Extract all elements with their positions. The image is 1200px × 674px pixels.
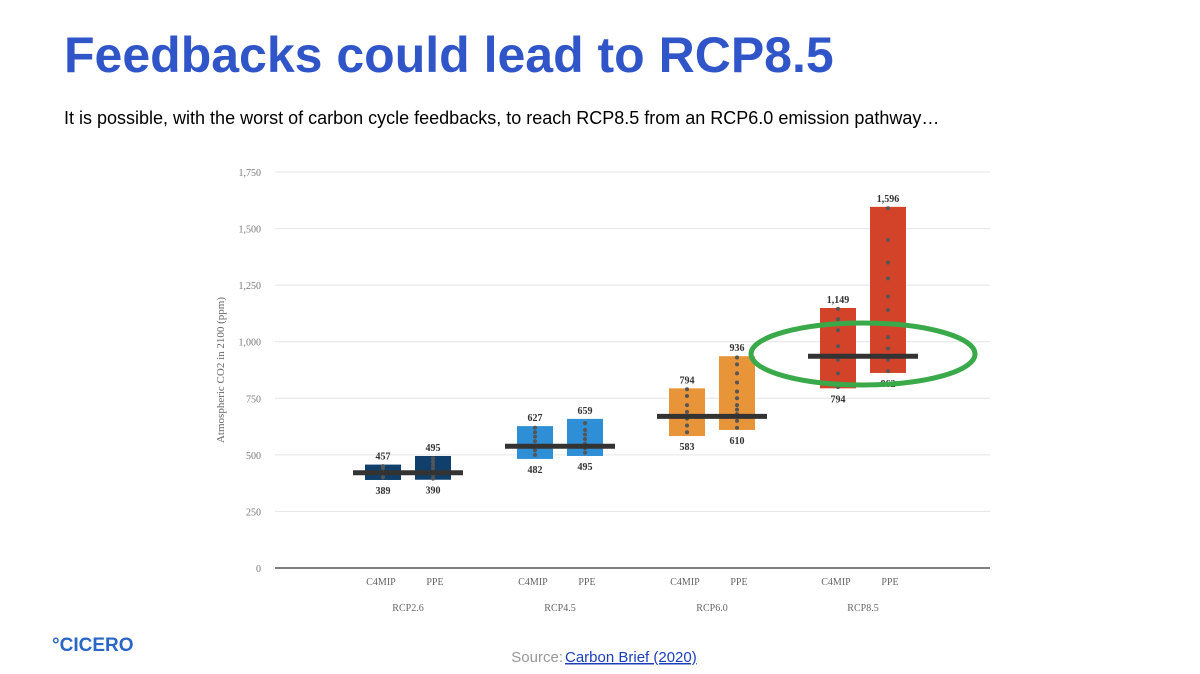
point: [533, 448, 537, 453]
x-tick-label: C4MIP: [670, 577, 700, 588]
point: [583, 437, 587, 442]
x-tick-label: PPE: [881, 577, 898, 588]
group-label: RCP2.6: [392, 603, 423, 614]
point: [431, 456, 435, 461]
point: [431, 466, 435, 471]
point: [381, 464, 385, 469]
y-tick-label: 250: [246, 507, 261, 518]
value-label: 390: [426, 486, 441, 497]
highlight-ellipse: [748, 320, 978, 388]
value-label: 794: [831, 394, 846, 405]
point: [735, 418, 739, 423]
point: [431, 463, 435, 468]
point: [431, 459, 435, 464]
x-tick-label: PPE: [578, 577, 595, 588]
point: [685, 394, 689, 399]
x-tick-label: C4MIP: [366, 577, 396, 588]
point: [836, 371, 840, 376]
point: [886, 206, 890, 211]
slide-title: Feedbacks could lead to RCP8.5: [64, 27, 834, 83]
point: [735, 362, 739, 367]
point: [836, 357, 840, 362]
y-tick-label: 1,500: [239, 225, 262, 236]
logo: °CICERO: [52, 635, 134, 656]
x-tick-label: C4MIP: [518, 577, 548, 588]
point: [533, 452, 537, 457]
point: [886, 294, 890, 299]
point: [533, 439, 537, 444]
value-label: 389: [376, 486, 391, 497]
point: [583, 450, 587, 455]
point: [533, 425, 537, 430]
point: [533, 434, 537, 439]
value-label: 583: [680, 442, 695, 453]
point: [836, 306, 840, 311]
y-axis-label: Atmospheric CO2 in 2100 (ppm): [215, 297, 227, 443]
y-tick-label: 750: [246, 394, 261, 405]
point: [735, 403, 739, 408]
point: [431, 476, 435, 481]
point: [886, 346, 890, 351]
point: [886, 260, 890, 265]
point: [886, 335, 890, 340]
point: [735, 371, 739, 376]
value-label: 495: [578, 462, 593, 473]
point: [735, 380, 739, 385]
value-label: 482: [528, 465, 543, 476]
value-label: 495: [426, 443, 441, 454]
point: [685, 423, 689, 428]
point: [735, 389, 739, 394]
source-link[interactable]: Carbon Brief (2020): [565, 649, 697, 666]
value-label: 457: [376, 452, 391, 463]
point: [685, 387, 689, 392]
point: [836, 317, 840, 322]
value-label: 936: [730, 343, 745, 354]
point: [735, 407, 739, 412]
point: [685, 430, 689, 435]
source-prefix: Source:: [511, 649, 563, 666]
group-label: RCP6.0: [696, 603, 727, 614]
point: [685, 409, 689, 414]
point: [886, 357, 890, 362]
group-label: RCP4.5: [544, 603, 575, 614]
point: [735, 396, 739, 401]
y-tick-label: 1,750: [239, 168, 262, 179]
bar: [870, 206, 906, 373]
point: [583, 427, 587, 432]
point: [583, 421, 587, 426]
point: [533, 430, 537, 435]
value-label: 659: [578, 406, 593, 417]
point: [886, 237, 890, 242]
point: [583, 432, 587, 437]
y-tick-label: 1,250: [239, 281, 262, 292]
slide-subtitle: It is possible, with the worst of carbon…: [64, 108, 939, 128]
point: [381, 475, 385, 480]
x-tick-label: C4MIP: [821, 577, 851, 588]
y-tick-label: 1,000: [239, 338, 262, 349]
point: [886, 369, 890, 374]
value-label: 1,149: [827, 295, 850, 306]
x-tick-label: PPE: [730, 577, 747, 588]
point: [735, 425, 739, 430]
point: [735, 355, 739, 360]
y-tick-label: 500: [246, 451, 261, 462]
point: [886, 276, 890, 281]
y-tick-label: 0: [256, 564, 261, 575]
point: [836, 328, 840, 333]
value-label: 794: [680, 375, 695, 386]
value-label: 1,596: [877, 194, 900, 205]
point: [685, 403, 689, 408]
value-label: 627: [528, 413, 543, 424]
x-tick-label: PPE: [426, 577, 443, 588]
point: [886, 308, 890, 313]
point: [836, 344, 840, 349]
group-label: RCP8.5: [847, 603, 878, 614]
value-label: 610: [730, 436, 745, 447]
